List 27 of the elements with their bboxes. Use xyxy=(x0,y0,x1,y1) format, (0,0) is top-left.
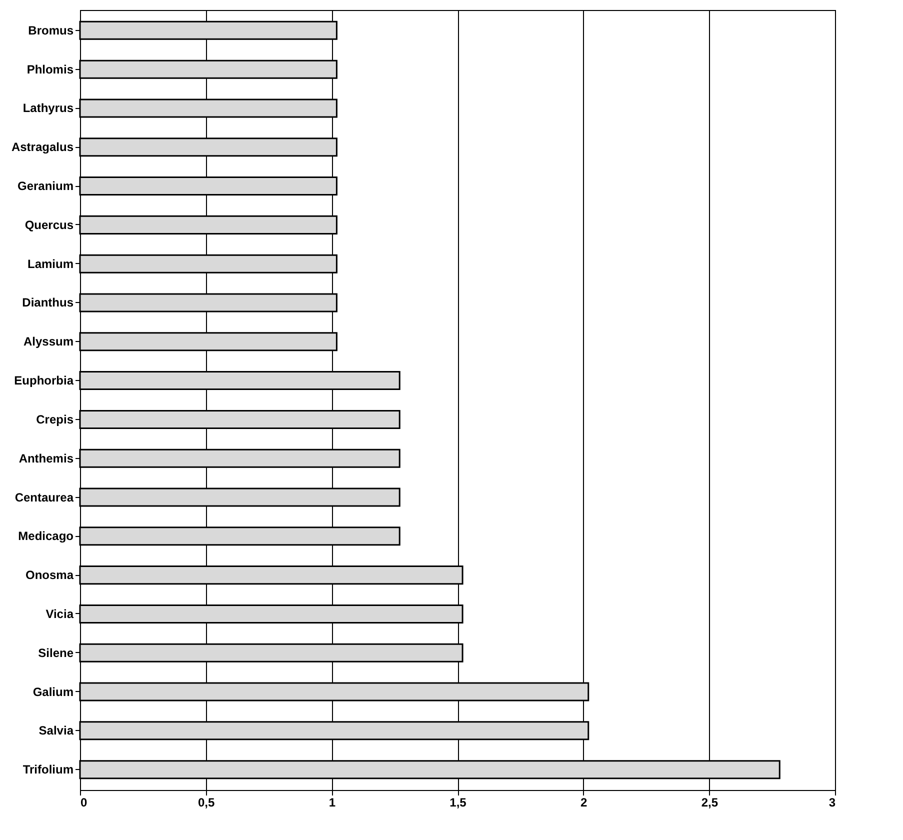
y-tick-label: Geranium xyxy=(17,179,74,194)
y-tick-label: Medicago xyxy=(18,529,74,544)
y-tick-label: Quercus xyxy=(24,218,74,232)
y-tick-label: Centaurea xyxy=(14,490,74,504)
x-tick-label: 1,5 xyxy=(450,796,467,810)
x-tick-label: 0 xyxy=(80,796,88,810)
y-tick-label: Alyssum xyxy=(23,334,74,349)
y-tick-label: Silene xyxy=(38,646,74,660)
y-tick-label: Euphorbia xyxy=(14,374,74,388)
y-tick-label: Galium xyxy=(32,684,74,699)
x-tick-label: 1 xyxy=(328,796,336,810)
x-tick-label: 2,5 xyxy=(701,796,718,810)
x-tick-label: 3 xyxy=(828,796,836,810)
y-tick-label: Dianthus xyxy=(22,296,74,310)
y-tick-label: Lathyrus xyxy=(22,101,74,116)
y-tick-label: Trifolium xyxy=(22,762,74,777)
y-tick-label: Astragalus xyxy=(11,140,74,154)
y-tick-label: Onosma xyxy=(25,568,74,582)
x-tick-label: 0,5 xyxy=(198,796,215,810)
y-tick-label: Anthemis xyxy=(18,451,74,466)
y-tick-label: Lamium xyxy=(27,256,74,271)
y-tick-label: Phlomis xyxy=(26,62,74,76)
y-tick-label: Crepis xyxy=(36,412,74,426)
x-tick-label: 2 xyxy=(580,796,588,810)
y-tick-label: Salvia xyxy=(38,724,74,738)
y-tick-label: Bromus xyxy=(28,23,74,38)
y-tick-label: Vicia xyxy=(46,606,74,621)
